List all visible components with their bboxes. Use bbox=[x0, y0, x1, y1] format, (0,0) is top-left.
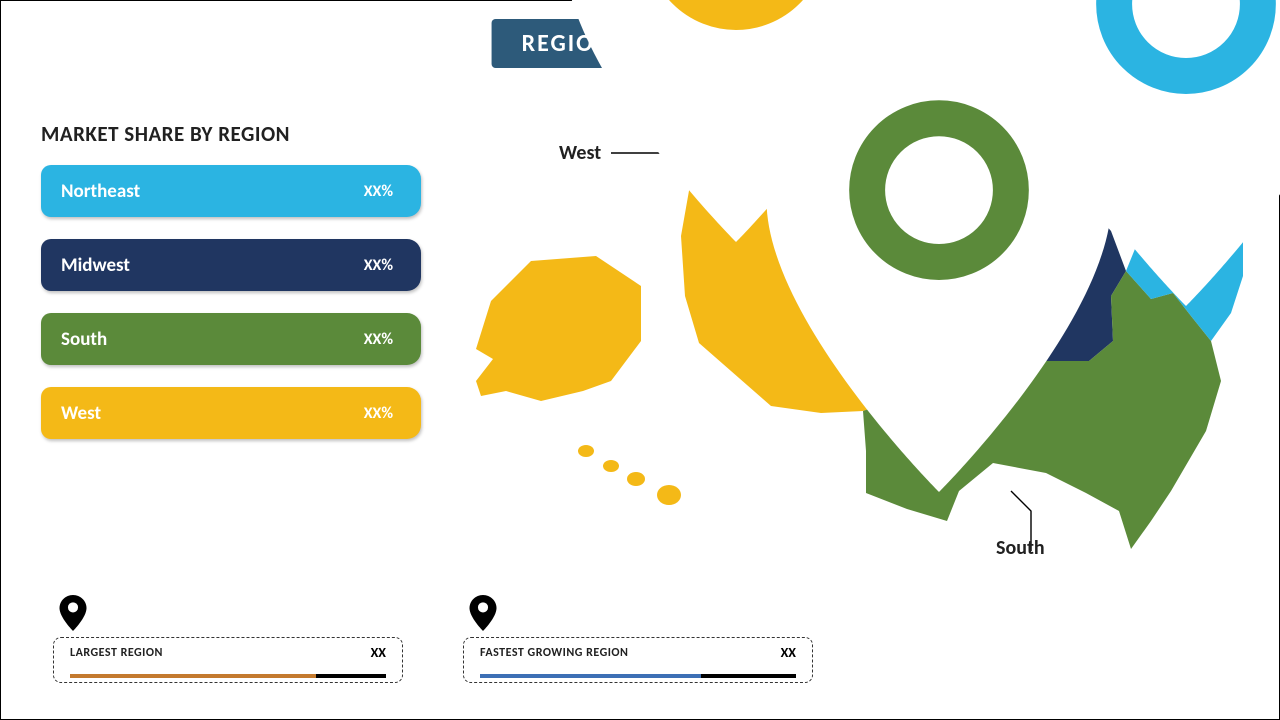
fastest-region-value: XX bbox=[781, 644, 796, 661]
share-row-midwest: Midwest XX% bbox=[41, 239, 421, 291]
footer-metrics: LARGEST REGION XX FASTEST GROWING REGION… bbox=[53, 637, 813, 683]
share-value: XX% bbox=[364, 404, 393, 423]
largest-region-bar bbox=[70, 674, 386, 678]
pin-icon bbox=[549, 32, 1280, 492]
share-row-south: South XX% bbox=[41, 313, 421, 365]
share-label: West bbox=[61, 402, 101, 425]
largest-region-card: LARGEST REGION XX bbox=[53, 637, 403, 683]
fastest-region-label: FASTEST GROWING REGION bbox=[480, 646, 628, 660]
largest-region-value: XX bbox=[371, 644, 386, 661]
fastest-region-bar bbox=[480, 674, 796, 678]
share-row-west: West XX% bbox=[41, 387, 421, 439]
share-value: XX% bbox=[364, 330, 393, 349]
largest-region-label: LARGEST REGION bbox=[70, 646, 163, 660]
share-value: XX% bbox=[364, 256, 393, 275]
share-label: Northeast bbox=[61, 180, 140, 203]
fastest-region-card: FASTEST GROWING REGION XX bbox=[463, 637, 813, 683]
pin-icon bbox=[59, 595, 87, 631]
share-label: South bbox=[61, 328, 107, 351]
share-label: Midwest bbox=[61, 254, 130, 277]
us-region-map: West Midwest Northeast South bbox=[471, 91, 1251, 551]
map-label-south: South bbox=[996, 536, 1045, 560]
pin-icon bbox=[469, 595, 497, 631]
